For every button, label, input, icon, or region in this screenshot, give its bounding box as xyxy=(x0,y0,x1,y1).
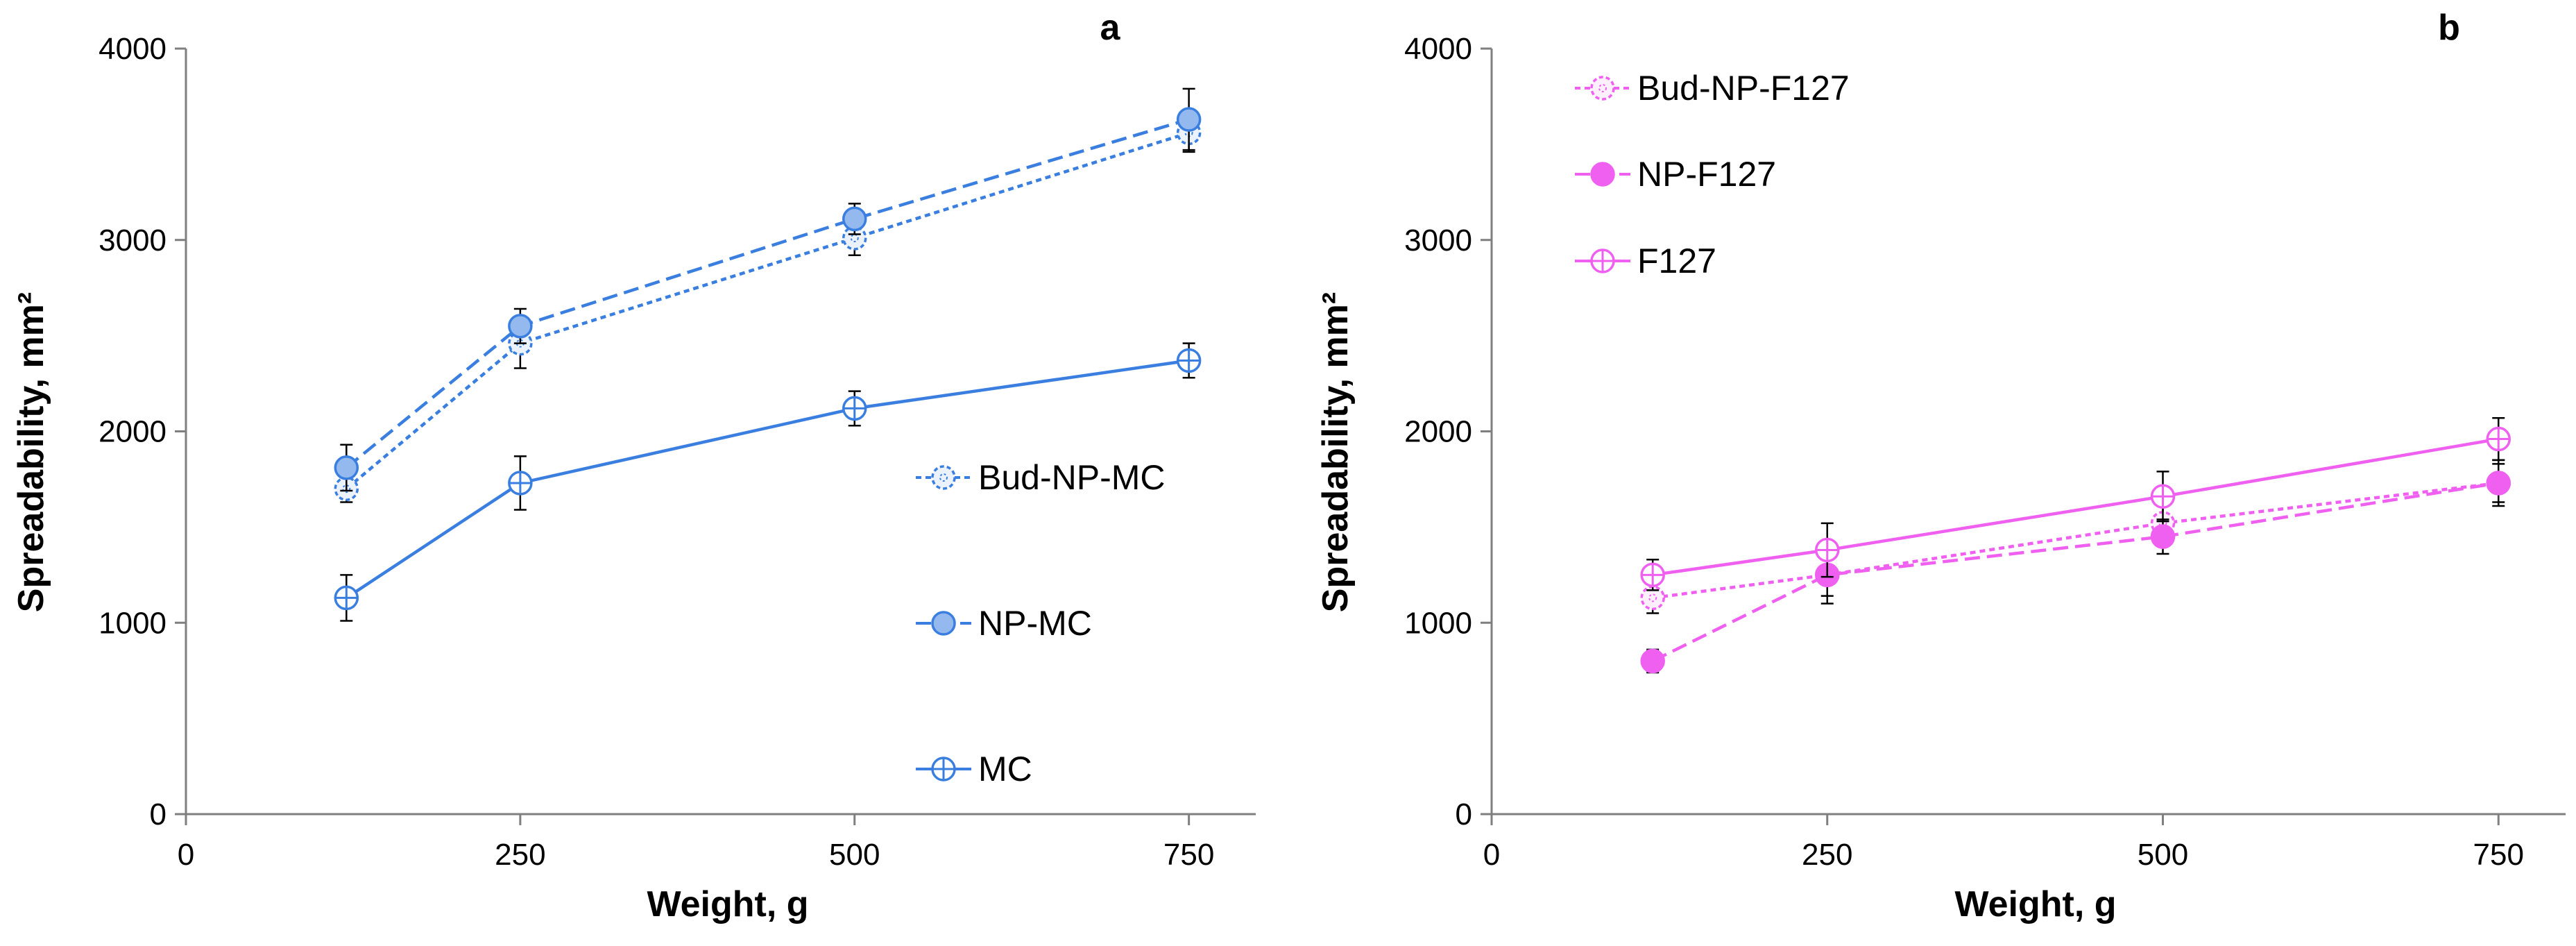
y-axis-title: Spreadability, mm² xyxy=(1315,292,1356,612)
legend-Bud-NP-F127-marker-inner xyxy=(1598,84,1607,92)
series-line-MC xyxy=(346,359,1189,600)
legend-Bud-NP-MC-marker-inner xyxy=(939,473,948,482)
legend-item-Bud-NP-F127: Bud-NP-F127 xyxy=(1575,69,1850,108)
data-point-Bud-NP-MC-120-inner xyxy=(342,484,351,493)
series-Bud-NP-MC xyxy=(334,112,1202,503)
chart-panel-a: 0 1000 2000 3000 4000 0 250 500 750 Weight, g Spre… xyxy=(11,8,1256,924)
data-point-Bud-NP-F127-120-inner xyxy=(1648,593,1657,602)
y-tick-label-0: 0 xyxy=(1456,797,1472,831)
y-tick-label-4000: 4000 xyxy=(1404,32,1472,66)
data-point-NP-MC-500 xyxy=(842,206,867,232)
x-tick-label-750: 750 xyxy=(1163,838,1214,872)
legend-F127-label: F127 xyxy=(1637,242,1716,280)
series-line-NP-F127 xyxy=(1652,481,2499,663)
legend-item-MC: MC xyxy=(916,750,1032,788)
series-NP-MC xyxy=(334,87,1202,492)
legend-item-Bud-NP-MC: Bud-NP-MC xyxy=(916,458,1165,497)
legend-NP-F127-marker xyxy=(1590,162,1615,187)
legend-NP-MC-label: NP-MC xyxy=(978,604,1092,643)
data-point-NP-MC-250 xyxy=(508,314,533,339)
y-tick-label-3000: 3000 xyxy=(99,223,167,257)
y-tick-label-3000: 3000 xyxy=(1404,223,1472,257)
series-F127 xyxy=(1640,416,2511,591)
y-axis-title: Spreadability, mm² xyxy=(11,292,51,612)
data-point-NP-F127-750 xyxy=(2486,471,2511,496)
legend-Bud-NP-MC-label: Bud-NP-MC xyxy=(978,458,1165,497)
series-NP-F127 xyxy=(1640,459,2511,674)
y-tick-label-2000: 2000 xyxy=(1404,415,1472,449)
y-tick-label-1000: 1000 xyxy=(1404,606,1472,640)
legend-Bud-NP-F127-label: Bud-NP-F127 xyxy=(1637,69,1850,108)
series-line-Bud-NP-MC xyxy=(345,131,1190,490)
chart-panel-b: 0 1000 2000 3000 4000 0 250 500 750 Weight, g Spre… xyxy=(1315,8,2566,924)
data-point-NP-MC-120 xyxy=(334,455,359,480)
y-tick-label-1000: 1000 xyxy=(99,606,167,640)
x-tick-label-0: 0 xyxy=(1483,838,1500,872)
legend-item-NP-F127: NP-F127 xyxy=(1575,155,1776,194)
y-tick-label-2000: 2000 xyxy=(99,415,167,449)
series-MC xyxy=(334,342,1202,622)
x-tick-label-0: 0 xyxy=(178,838,194,872)
x-tick-label-250: 250 xyxy=(1802,838,1852,872)
x-tick-label-500: 500 xyxy=(829,838,880,872)
x-tick-label-750: 750 xyxy=(2473,838,2524,872)
x-axis-title: Weight, g xyxy=(647,884,808,924)
series-line-Bud-NP-F127 xyxy=(1652,481,2499,600)
data-point-NP-F127-120 xyxy=(1640,648,1665,674)
legend-Bud-NP-F127-marker xyxy=(1590,76,1615,101)
data-point-NP-F127-500 xyxy=(2150,524,2176,549)
legend-MC-label: MC xyxy=(978,750,1032,788)
panel-label: a xyxy=(1100,8,1121,48)
data-point-Bud-NP-MC-500-inner xyxy=(850,233,859,242)
series-Bud-NP-F127 xyxy=(1640,463,2511,614)
panel-label: b xyxy=(2438,8,2460,48)
legend-Bud-NP-MC-marker xyxy=(931,465,956,490)
y-tick-label-0: 0 xyxy=(150,797,167,831)
x-tick-label-500: 500 xyxy=(2138,838,2188,872)
legend-NP-MC-marker xyxy=(931,611,956,636)
series-line-F127 xyxy=(1652,437,2499,577)
x-tick-label-250: 250 xyxy=(495,838,545,872)
x-axis-title: Weight, g xyxy=(1954,884,2116,924)
data-point-NP-MC-750 xyxy=(1176,107,1202,132)
legend-item-NP-MC: NP-MC xyxy=(916,604,1092,643)
legend-NP-F127-label: NP-F127 xyxy=(1637,155,1776,194)
series-line-NP-MC xyxy=(345,117,1190,469)
y-tick-label-4000: 4000 xyxy=(99,32,167,66)
legend-item-F127: F127 xyxy=(1575,242,1716,280)
